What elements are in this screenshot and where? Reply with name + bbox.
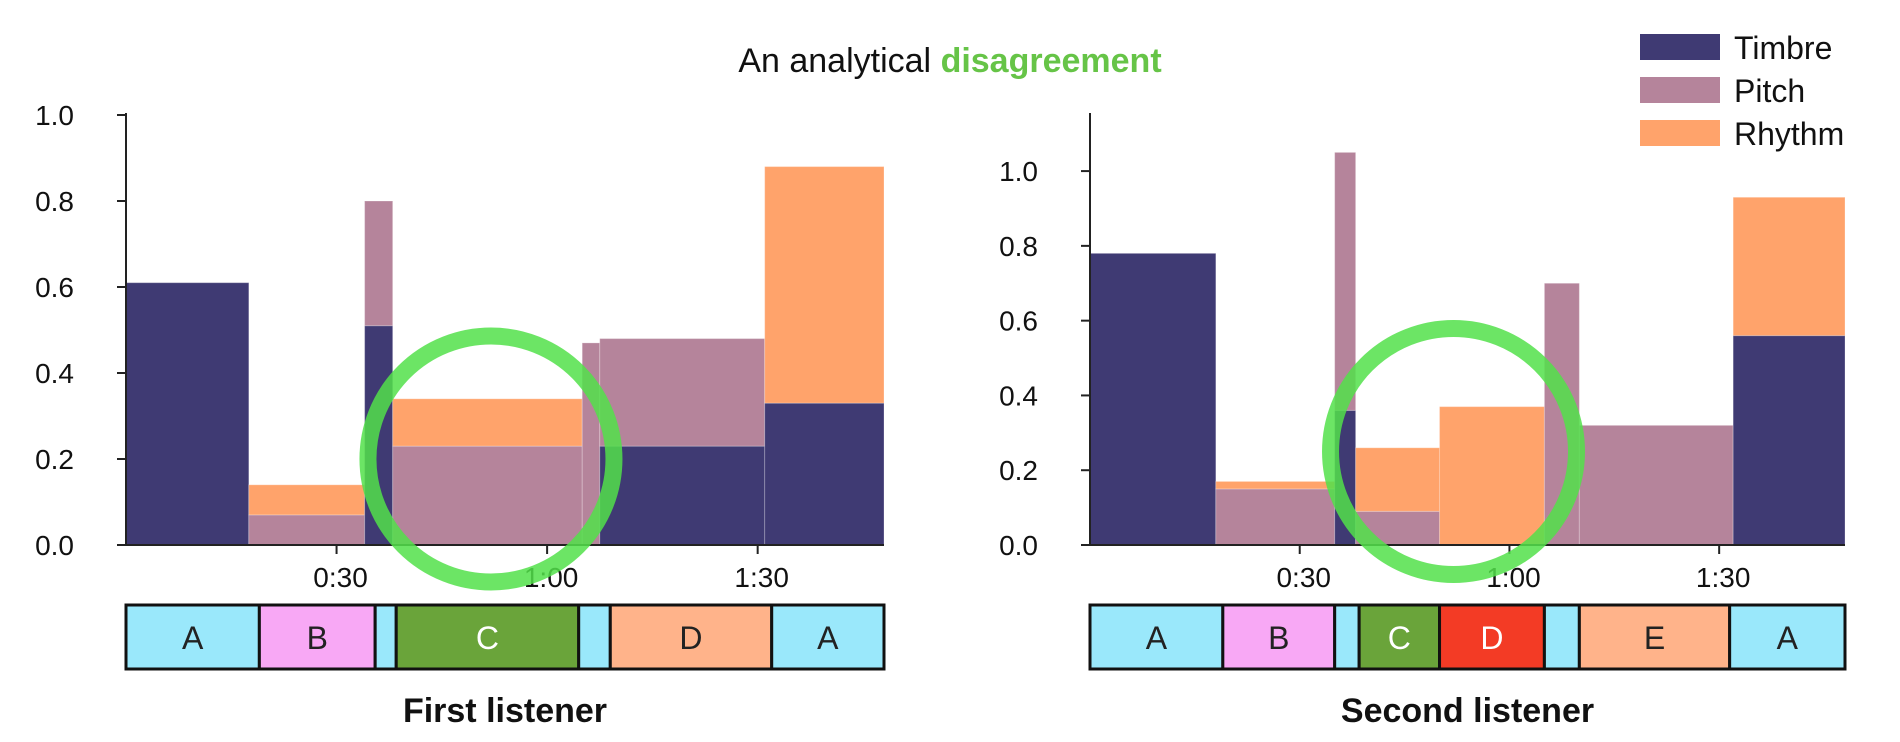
legend-swatch-timbre bbox=[1640, 34, 1720, 60]
section-block-6 bbox=[1577, 603, 1732, 671]
y-tick-label: 0.8 bbox=[35, 186, 74, 217]
title-highlight: disagreement bbox=[940, 42, 1162, 80]
section-label: A bbox=[817, 620, 839, 656]
legend-swatch-rhythm bbox=[1640, 120, 1720, 146]
bar-pitch-1 bbox=[1215, 488, 1336, 546]
bar-pitch-3 bbox=[392, 445, 583, 546]
section-block-3 bbox=[1357, 603, 1442, 671]
bar-timbre-5 bbox=[599, 445, 766, 546]
section-block-2 bbox=[373, 603, 398, 671]
legend-label-timbre: Timbre bbox=[1734, 30, 1832, 66]
y-tick-label: 1.0 bbox=[35, 100, 74, 131]
bar-pitch-5 bbox=[599, 338, 766, 447]
panel-subtitle: Second listener bbox=[1341, 692, 1594, 730]
section-label: A bbox=[1146, 620, 1168, 656]
section-block-0 bbox=[124, 603, 261, 671]
bar-timbre-6 bbox=[764, 402, 885, 546]
section-block-5 bbox=[608, 603, 774, 671]
legend: Timbre Pitch Rhythm bbox=[1640, 30, 1844, 152]
bar-rhythm-4 bbox=[1439, 406, 1545, 546]
panel-subtitle: First listener bbox=[403, 692, 607, 730]
y-tick-label: 0.2 bbox=[999, 455, 1038, 486]
bar-rhythm-3 bbox=[1355, 447, 1441, 512]
bar-rhythm-3 bbox=[392, 398, 583, 447]
bar-pitch-6 bbox=[1578, 424, 1734, 546]
section-label: C bbox=[1388, 620, 1411, 656]
section-block-6 bbox=[770, 603, 886, 671]
y-tick-label: 0.2 bbox=[35, 444, 74, 475]
y-tick-label: 0.4 bbox=[35, 358, 74, 389]
y-tick-label: 0.6 bbox=[999, 306, 1038, 337]
bar-rhythm-6 bbox=[764, 166, 885, 404]
legend-label-rhythm: Rhythm bbox=[1734, 116, 1844, 152]
section-block-4 bbox=[577, 603, 612, 671]
bar-timbre-7 bbox=[1732, 335, 1846, 546]
section-label: D bbox=[1480, 620, 1503, 656]
x-tick-label: 1:30 bbox=[1696, 562, 1751, 593]
legend-label-pitch: Pitch bbox=[1734, 73, 1805, 109]
bar-pitch-2 bbox=[364, 200, 394, 327]
title-prefix: An analytical bbox=[738, 42, 932, 80]
section-block-7 bbox=[1728, 603, 1847, 671]
y-tick-label: 0.4 bbox=[999, 380, 1038, 411]
y-tick-label: 0.8 bbox=[999, 231, 1038, 262]
x-tick-label: 0:30 bbox=[313, 562, 368, 593]
section-label: D bbox=[679, 620, 702, 656]
highlight-circle bbox=[1322, 320, 1586, 584]
y-tick-label: 1.0 bbox=[999, 156, 1038, 187]
section-label: B bbox=[307, 620, 328, 656]
y-tick-label: 0.0 bbox=[999, 530, 1038, 561]
figure-title: An analytical disagreement bbox=[0, 42, 1900, 81]
bar-timbre-0 bbox=[125, 282, 250, 546]
section-label: A bbox=[1777, 620, 1799, 656]
legend-swatch-pitch bbox=[1640, 77, 1720, 103]
x-tick-label: 0:30 bbox=[1276, 562, 1331, 593]
y-tick-label: 0.6 bbox=[35, 272, 74, 303]
bar-timbre-0 bbox=[1089, 252, 1217, 546]
section-label: E bbox=[1644, 620, 1665, 656]
bar-rhythm-1 bbox=[1215, 480, 1336, 490]
bar-rhythm-1 bbox=[248, 484, 366, 516]
section-block-5 bbox=[1542, 603, 1581, 671]
x-tick-label: 1:30 bbox=[734, 562, 789, 593]
section-label: A bbox=[182, 620, 204, 656]
bar-rhythm-7 bbox=[1732, 196, 1846, 337]
section-label: C bbox=[476, 620, 499, 656]
highlight-circle bbox=[359, 327, 623, 591]
section-block-2 bbox=[1333, 603, 1361, 671]
y-tick-label: 0.0 bbox=[35, 530, 74, 561]
section-block-0 bbox=[1088, 603, 1225, 671]
bar-pitch-1 bbox=[248, 514, 366, 546]
section-block-4 bbox=[1438, 603, 1546, 671]
chart-first-listener: 0.00.20.40.60.81.00:30 1:00 1:30A B C D AFirst… bbox=[35, 100, 886, 730]
section-label: B bbox=[1268, 620, 1289, 656]
chart-second-listener: 0.00.20.40.60.81.00:30 1:00 1:30A B C D E ASeco… bbox=[999, 113, 1847, 730]
